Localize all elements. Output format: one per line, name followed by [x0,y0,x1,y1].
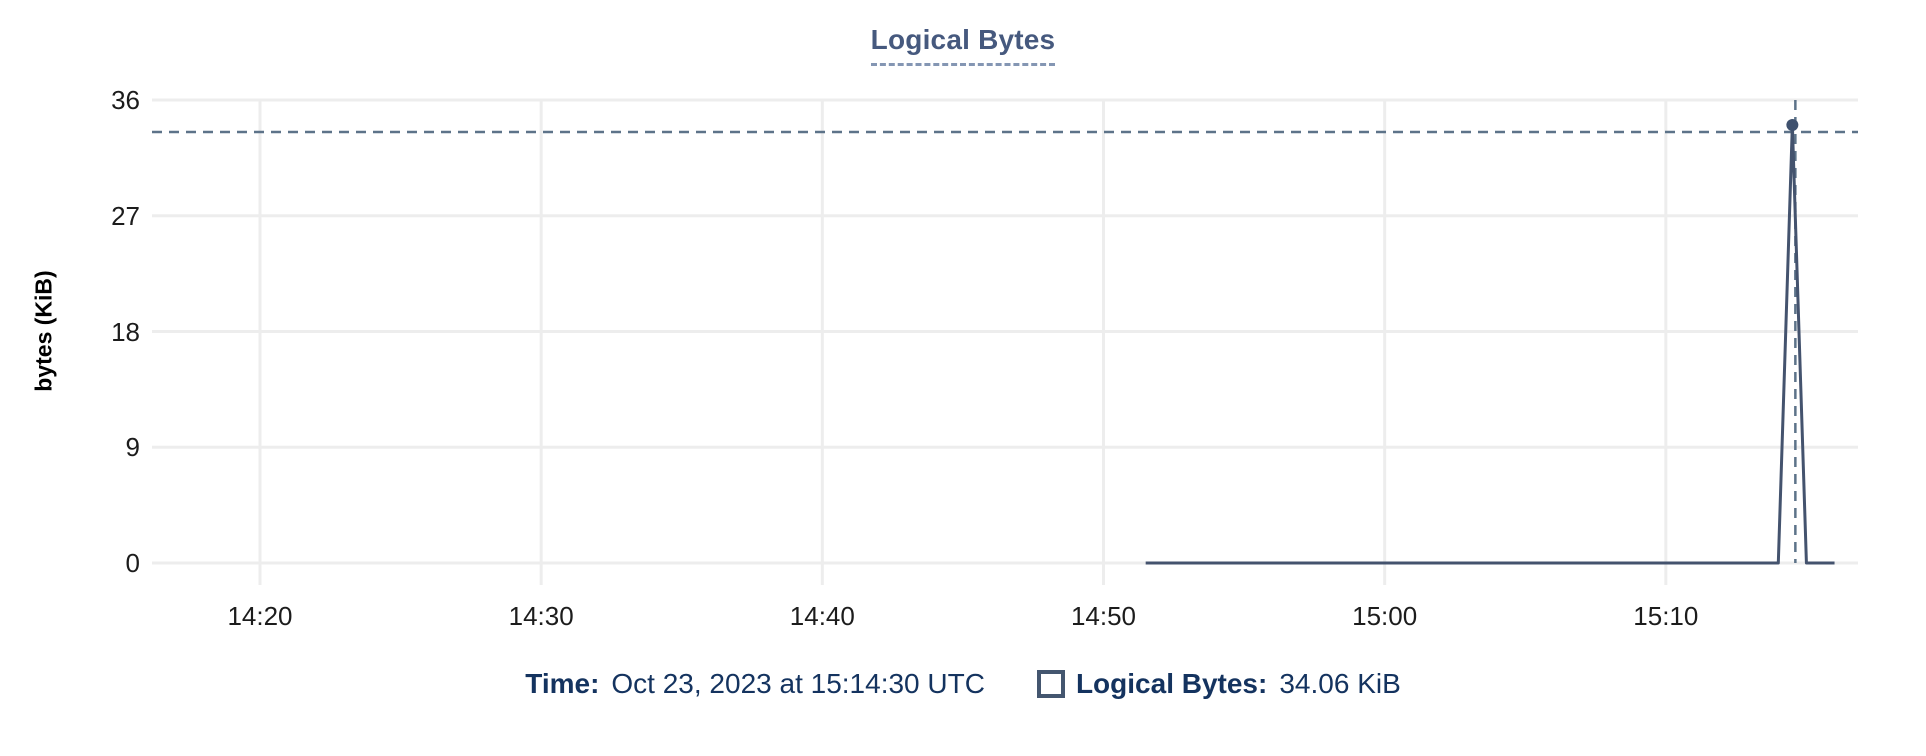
x-tick-label: 15:10 [1633,601,1699,631]
y-tick-label: 18 [111,316,140,347]
tooltip-time-value: Oct 23, 2023 at 15:14:30 UTC [611,668,985,699]
y-tick-label: 9 [125,432,140,463]
series-line-logical-bytes [1145,123,1835,565]
highlighted-point-marker[interactable] [1786,118,1799,131]
x-tick-label: 15:00 [1352,601,1418,631]
tooltip-series-label: Logical Bytes: [1075,668,1268,699]
chart-title: Logical Bytes [0,24,1926,66]
tooltip-series-value: 34.06 KiB [1279,668,1401,699]
legend-swatch [1036,670,1065,698]
y-tick-label: 27 [111,200,140,231]
x-tick-label: 14:30 [508,601,574,631]
line-chart-plot-area[interactable] [0,0,1926,640]
tooltip-time-label: Time: [525,668,600,699]
chart-title-text[interactable]: Logical Bytes [870,24,1056,66]
x-tick-label: 14:40 [789,601,855,631]
y-tick-label: 36 [111,85,140,115]
y-tick-label: 0 [125,548,140,578]
x-tick-label: 14:50 [1070,601,1137,631]
hover-tooltip: Time: Oct 23, 2023 at 15:14:30 UTC Logic… [0,668,1926,700]
x-tick-label: 14:20 [227,601,293,631]
